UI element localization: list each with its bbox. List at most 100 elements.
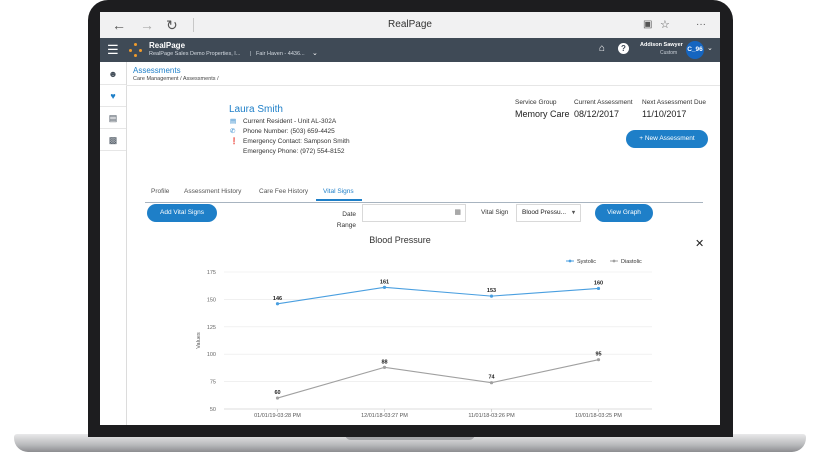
data-label: 74 [488, 375, 495, 381]
divider [126, 85, 720, 86]
current-assessment-label: Current Assessment [574, 99, 633, 106]
data-point [382, 285, 387, 289]
forward-arrow-icon[interactable]: → [140, 17, 154, 33]
new-assessment-button[interactable]: + New Assessment [626, 130, 708, 148]
back-arrow-icon[interactable]: ← [112, 17, 126, 33]
service-group-value: Memory Care [515, 109, 570, 119]
tab-bar: Profile Assessment History Care Fee Hist… [145, 186, 703, 203]
resident-phone: Phone Number: (503) 659-4425 [243, 128, 335, 135]
date-label-line1: Date [342, 211, 356, 218]
next-assessment-value: 11/10/2017 [642, 109, 687, 119]
blood-pressure-chart: 50 75 100 125 150 175 01/01/19-03:28 PM 12/01/1… [196, 259, 652, 419]
monitor-icon[interactable]: ▩ [100, 130, 126, 151]
header-separator: | [250, 51, 252, 57]
data-label: 88 [381, 359, 387, 365]
chevron-down-icon[interactable]: ⌄ [312, 50, 318, 57]
resident-name: Laura Smith [229, 104, 283, 115]
x-tick-label: 01/01/19-03:28 PM [254, 413, 301, 419]
data-label: 161 [380, 279, 389, 285]
legend-label: Diastolic [621, 259, 642, 265]
app-name: RealPage [149, 41, 186, 50]
alert-icon: ❗ [230, 138, 239, 145]
user-menu-chevron-icon[interactable]: ⌄ [707, 45, 713, 52]
series-line [277, 359, 599, 399]
x-tick-label: 10/01/18-03:25 PM [575, 413, 622, 419]
data-point [275, 396, 280, 400]
id-card-icon: ▤ [230, 118, 237, 125]
add-vital-signs-button[interactable]: Add Vital Signs [147, 204, 217, 222]
reload-icon[interactable]: ↻ [166, 17, 178, 33]
y-tick-label: 75 [210, 380, 216, 386]
x-tick-label: 11/01/18-03:26 PM [468, 413, 515, 419]
residents-icon[interactable]: ☻ [100, 64, 126, 85]
dropdown-caret-icon: ▾ [571, 210, 575, 216]
heart-pulse-icon[interactable]: ♥ [100, 86, 126, 107]
browser-title: RealPage [388, 19, 432, 30]
legend-label: Systolic [577, 259, 596, 265]
data-label: 95 [595, 352, 601, 358]
y-tick-label: 150 [207, 297, 216, 303]
phone-icon: ✆ [230, 128, 236, 135]
browser-toolbar: ← → ↻ RealPage ▣ ☆ ··· [100, 12, 720, 39]
emergency-contact: Emergency Contact: Sampson Smith [243, 138, 350, 145]
tab-vital-signs[interactable]: Vital Signs [323, 188, 354, 195]
user-role: Custom [660, 50, 678, 56]
realpage-logo [129, 43, 143, 57]
vital-sign-value: Blood Pressu... [522, 209, 567, 216]
star-icon[interactable]: ☆ [660, 19, 670, 31]
tab-profile[interactable]: Profile [151, 188, 170, 195]
data-point [275, 302, 280, 306]
laptop-base [14, 434, 806, 452]
calendar-icon[interactable]: ▦ [454, 209, 461, 216]
date-range-label: Date Range [336, 209, 356, 231]
avatar[interactable]: C_96 [686, 41, 704, 59]
sidebar: ☻ ♥ ▤ ▩ [100, 62, 127, 425]
emergency-phone: Emergency Phone: (972) 554-8152 [243, 148, 345, 155]
legend-marker [612, 259, 616, 263]
data-point [382, 365, 387, 369]
view-graph-button[interactable]: View Graph [595, 204, 653, 222]
date-range-input[interactable]: ▦ [362, 204, 466, 222]
help-icon[interactable]: ? [618, 43, 629, 54]
property-selector[interactable]: Fair Haven - 4436... [256, 51, 305, 57]
screen: ← → ↻ RealPage ▣ ☆ ··· ☰ RealPage RealPa… [100, 12, 720, 425]
data-point [596, 358, 601, 362]
more-icon[interactable]: ··· [696, 19, 706, 30]
company-name[interactable]: RealPage Sales Demo Properties, I... [149, 51, 241, 57]
data-label: 146 [273, 296, 282, 302]
laptop-notch [345, 434, 475, 440]
breadcrumb[interactable]: Care Management / Assessments / [133, 76, 219, 82]
toolbar-divider [193, 18, 194, 32]
data-point [596, 286, 601, 291]
vital-sign-label: Vital Sign [481, 209, 509, 216]
chart-title: Blood Pressure [369, 235, 431, 245]
y-tick-label: 125 [207, 325, 216, 331]
app-header: ☰ RealPage RealPage Sales Demo Propertie… [100, 38, 720, 62]
legend-marker [568, 259, 572, 263]
menu-icon[interactable]: ☰ [107, 42, 119, 57]
data-point [489, 294, 494, 298]
date-label-line2: Range [336, 222, 356, 229]
vital-sign-select[interactable]: Blood Pressu... ▾ [516, 204, 581, 222]
y-tick-label: 100 [207, 352, 216, 358]
next-assessment-label: Next Assessment Due [642, 99, 706, 106]
resident-status: Current Resident - Unit AL-302A [243, 118, 337, 125]
home-icon[interactable]: ⌂ [599, 43, 606, 54]
series-line [277, 286, 599, 305]
y-tick-label: 50 [210, 407, 216, 413]
reader-icon[interactable]: ▣ [643, 19, 653, 30]
tab-assessment-history[interactable]: Assessment History [184, 188, 242, 195]
reports-chart-icon[interactable]: ▤ [100, 108, 126, 129]
data-label: 153 [487, 288, 496, 294]
user-name[interactable]: Addison Sawyer [640, 42, 683, 48]
data-point [489, 381, 494, 385]
close-icon[interactable]: ✕ [695, 238, 705, 250]
y-axis-label: Values [196, 332, 202, 349]
tab-care-fee-history[interactable]: Care Fee History [259, 188, 309, 195]
service-group-label: Service Group [515, 99, 557, 106]
active-tab-indicator [316, 199, 362, 201]
y-tick-label: 175 [207, 270, 216, 276]
data-label: 60 [274, 390, 280, 396]
page-title: Assessments [133, 66, 181, 75]
data-label: 160 [594, 280, 603, 286]
